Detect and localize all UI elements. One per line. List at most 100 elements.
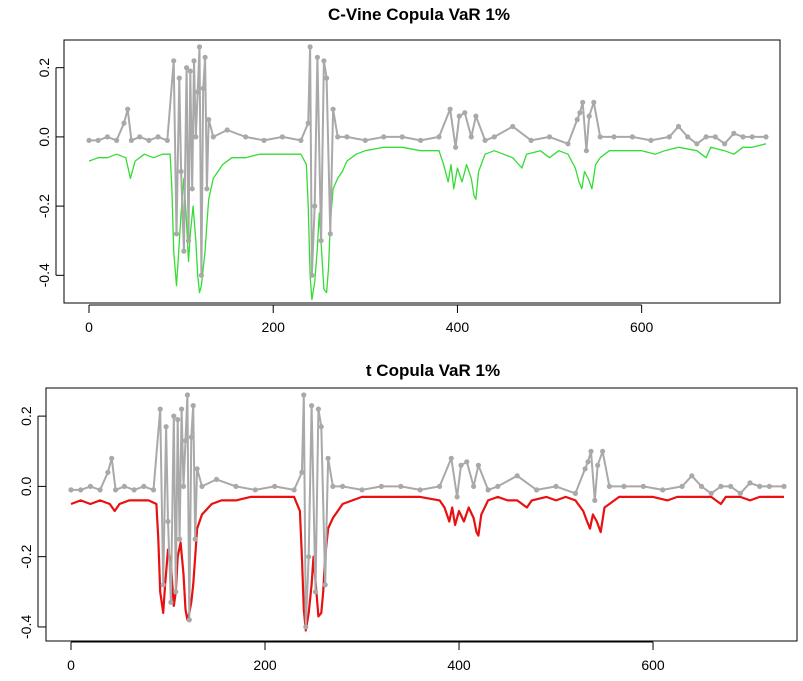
returns-data-point: [160, 582, 166, 588]
t-copula-panel: t Copula VaR 1% 0 200 400 600 0.2 0.0 -0.2 -0.4: [18, 361, 798, 673]
returns-data-point: [164, 137, 170, 143]
returns-data-point: [698, 483, 705, 489]
returns-data-point: [198, 272, 204, 278]
returns-data-point: [749, 134, 755, 140]
returns-data-point: [737, 490, 743, 496]
returns-data-point: [185, 238, 192, 244]
returns-data-point: [87, 483, 93, 489]
x-tick-label: 400: [447, 657, 471, 673]
x-tick-label: 200: [253, 657, 277, 673]
returns-data-point: [173, 231, 180, 237]
returns-data-point: [436, 134, 442, 140]
returns-data-point: [359, 487, 365, 493]
returns-data-point: [475, 462, 481, 468]
returns-data-point: [583, 148, 590, 154]
returns-data-point: [187, 68, 193, 74]
returns-data-point: [150, 487, 157, 493]
returns-data-point: [703, 134, 709, 140]
chart-title: t Copula VaR 1%: [366, 361, 500, 380]
returns-data-point: [321, 58, 327, 64]
returns-data-point: [381, 134, 387, 140]
returns-data-point: [184, 392, 190, 398]
returns-data-point: [204, 186, 210, 192]
returns-data-point: [330, 106, 336, 112]
y-tick-label: -0.2: [18, 544, 34, 568]
returns-data-point: [728, 483, 734, 489]
returns-data-point: [458, 462, 464, 468]
returns-data-point: [261, 137, 267, 143]
y-tick-label: -0.4: [18, 615, 34, 639]
returns-data-point: [327, 231, 333, 237]
returns-data-point: [104, 134, 110, 140]
returns-data-point: [312, 589, 319, 595]
returns-data-point: [640, 483, 646, 489]
returns-data-point: [121, 483, 127, 489]
returns-data-point: [417, 487, 423, 493]
returns-data-point: [210, 134, 216, 140]
x-tick-label: 200: [262, 319, 286, 335]
returns-data-point: [186, 617, 192, 623]
returns-data-point: [585, 459, 591, 465]
returns-data-point: [660, 487, 666, 493]
returns-data-point: [307, 44, 313, 50]
returns-data-point: [168, 599, 174, 605]
returns-data-point: [171, 58, 177, 64]
returns-data-point: [694, 141, 700, 147]
returns-data-point: [86, 137, 92, 143]
returns-data-point: [534, 487, 540, 493]
returns-data-point: [173, 589, 179, 595]
x-tick-label: 600: [630, 319, 654, 335]
returns-data-point: [298, 137, 304, 143]
returns-data-point: [591, 99, 597, 105]
returns-data-point: [137, 134, 143, 140]
returns-data-point: [199, 483, 205, 489]
returns-data-point: [462, 110, 468, 116]
returns-data-point: [165, 518, 171, 525]
returns-data-point: [454, 494, 460, 500]
returns-data-point: [546, 134, 553, 140]
returns-data-point: [176, 75, 182, 81]
returns-data-point: [194, 466, 200, 472]
returns-data-point: [577, 110, 583, 116]
returns-data-point: [175, 417, 181, 423]
returns-data-point: [243, 134, 249, 140]
returns-data-point: [305, 120, 311, 126]
returns-data-point: [648, 137, 654, 143]
returns-data-point: [252, 487, 258, 493]
returns-data-point: [128, 137, 134, 143]
returns-data-point: [113, 487, 119, 493]
returns-data-point: [324, 75, 330, 81]
returns-data-point: [314, 54, 320, 60]
returns-data-point: [131, 487, 137, 493]
var-series-line: [70, 495, 784, 632]
returns-data-point: [301, 392, 307, 398]
x-tick-label: 400: [446, 319, 470, 335]
returns-data-point: [325, 455, 331, 461]
returns-data-point: [184, 65, 190, 71]
returns-data-point: [309, 403, 315, 409]
returns-data-point: [606, 483, 613, 489]
returns-data-point: [180, 483, 187, 489]
returns-data-point: [565, 141, 571, 147]
returns-data-point: [595, 462, 601, 468]
y-tick-label: 0.2: [36, 58, 52, 78]
returns-data-point: [418, 137, 424, 143]
returns-data-point: [757, 483, 763, 489]
returns-data-point: [464, 459, 470, 465]
returns-data-point: [224, 127, 230, 133]
returns-data-point: [495, 483, 501, 489]
y-tick-label: 0.0: [18, 476, 34, 496]
returns-data-point: [528, 137, 534, 143]
returns-data-point: [611, 134, 617, 140]
returns-data-point: [178, 168, 184, 175]
returns-data-point: [763, 134, 769, 140]
returns-data-point: [163, 424, 169, 430]
returns-data-point: [471, 483, 477, 489]
returns-data-point: [318, 238, 324, 244]
returns-data-point: [335, 134, 341, 140]
returns-data-point: [675, 123, 682, 130]
returns-data-point: [109, 455, 115, 461]
returns-data-point: [315, 406, 321, 412]
returns-data-point: [485, 487, 491, 493]
returns-data-point: [708, 490, 714, 496]
